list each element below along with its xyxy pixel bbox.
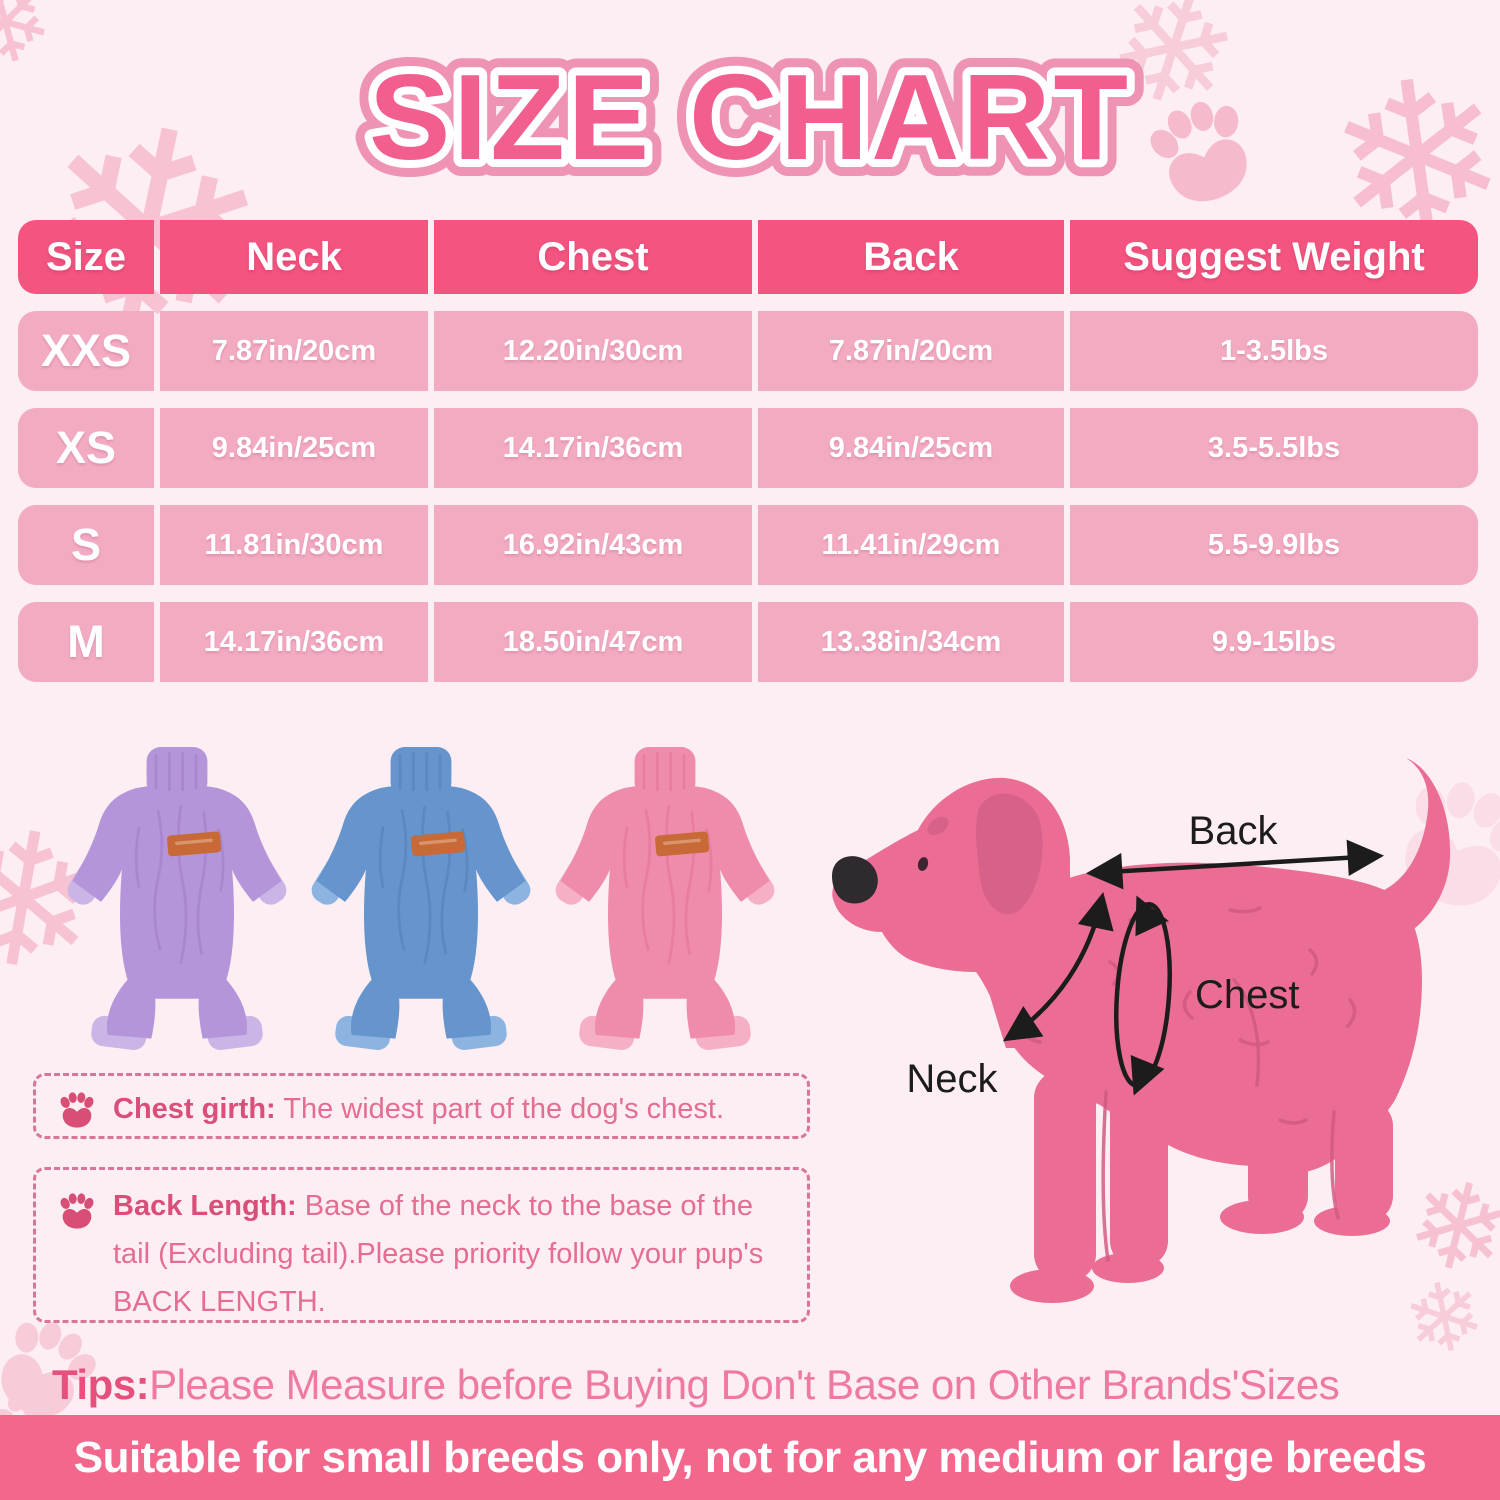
back-value: 11.41in/29cm	[758, 505, 1064, 585]
page-title: SIZE CHART SIZE CHART SIZE CHART	[352, 32, 1145, 201]
neck-value: 7.87in/20cm	[160, 311, 428, 391]
product-image-blue	[307, 742, 535, 1056]
product-image-purple	[63, 742, 291, 1056]
back-value: 7.87in/20cm	[758, 311, 1064, 391]
dog-measurement-diagram: Back Chest Neck	[832, 758, 1451, 1303]
chest-value: 12.20in/30cm	[434, 311, 752, 391]
back-label: Back	[1189, 809, 1279, 853]
back-value: 13.38in/34cm	[758, 602, 1064, 682]
neck-value: 14.17in/36cm	[160, 602, 428, 682]
svg-text:SIZE CHART: SIZE CHART	[369, 49, 1131, 185]
paw-bullet-icon	[58, 1091, 96, 1129]
note-back-length: Back Length: Base of the neck to the bas…	[33, 1167, 810, 1323]
dog-tail	[1378, 758, 1451, 942]
note-label: Chest girth:	[113, 1093, 276, 1125]
note-label: Back Length:	[113, 1190, 297, 1222]
back-measure-arrow	[1085, 839, 1385, 890]
dog-nose	[832, 856, 878, 904]
chest-value: 18.50in/47cm	[434, 602, 752, 682]
neck-value: 9.84in/25cm	[160, 408, 428, 488]
svg-text:SIZE CHART: SIZE CHART	[369, 49, 1131, 185]
product-image-pink	[551, 742, 779, 1056]
tips-line: Tips:Please Measure before Buying Don't …	[52, 1361, 1340, 1408]
svg-text:SIZE CHART: SIZE CHART	[369, 49, 1131, 185]
dog-eye	[917, 857, 929, 871]
dog-ear	[976, 793, 1043, 915]
col-header-back: Back	[758, 220, 1064, 294]
product-images	[63, 742, 779, 1056]
col-header-weight: Suggest Weight	[1070, 220, 1478, 294]
note-text: Chest girth: The widest part of the dog'…	[113, 1093, 725, 1125]
size-table: Size Neck Chest Back Suggest Weight XXS …	[18, 220, 1478, 682]
tips-label: Tips:	[52, 1361, 150, 1408]
col-header-chest: Chest	[434, 220, 752, 294]
weight-value: 5.5-9.9lbs	[1070, 505, 1478, 585]
weight-value: 9.9-15lbs	[1070, 602, 1478, 682]
size-label: M	[18, 602, 154, 682]
size-label: XS	[18, 408, 154, 488]
neck-value: 11.81in/30cm	[160, 505, 428, 585]
chest-value: 16.92in/43cm	[434, 505, 752, 585]
note-text: Back Length: Base of the neck to the bas…	[113, 1190, 764, 1318]
neck-label: Neck	[906, 1057, 998, 1101]
dog-front-leg	[1034, 1070, 1096, 1282]
neck-measure-arc	[1002, 892, 1114, 1042]
snowflake-icon: ❄	[0, 0, 67, 96]
dog-brow-spot	[927, 816, 949, 836]
paw-bullet-icon	[58, 1192, 96, 1230]
note-chest-girth: Chest girth: The widest part of the dog'…	[33, 1073, 810, 1139]
back-value: 9.84in/25cm	[758, 408, 1064, 488]
col-header-size: Size	[18, 220, 154, 294]
banner-text: Suitable for small breeds only, not for …	[73, 1432, 1427, 1482]
chest-label: Chest	[1195, 973, 1300, 1017]
size-label: S	[18, 505, 154, 585]
col-header-neck: Neck	[160, 220, 428, 294]
suitability-banner: Suitable for small breeds only, not for …	[0, 1415, 1500, 1500]
chest-value: 14.17in/36cm	[434, 408, 752, 488]
weight-value: 1-3.5lbs	[1070, 311, 1478, 391]
size-label: XXS	[18, 311, 154, 391]
weight-value: 3.5-5.5lbs	[1070, 408, 1478, 488]
